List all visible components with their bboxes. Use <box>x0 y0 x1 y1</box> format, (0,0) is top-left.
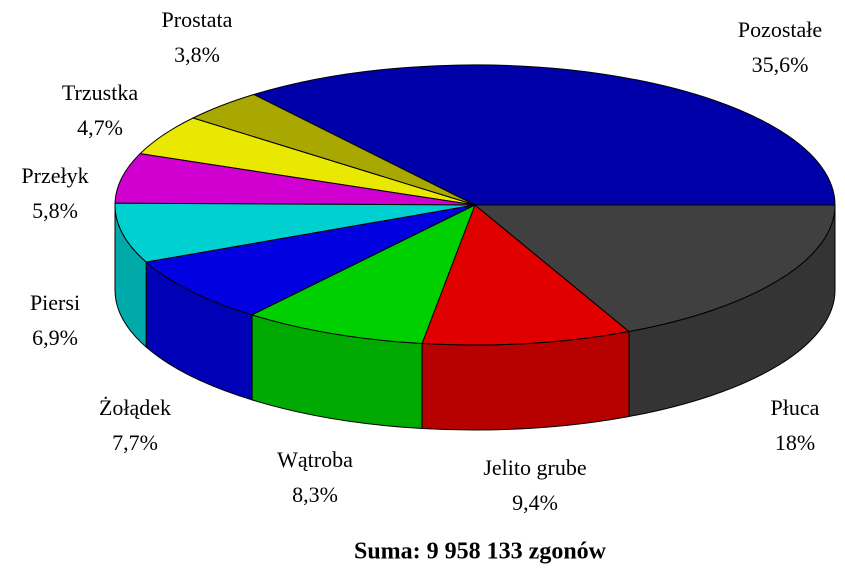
value-label: 6,9% <box>32 325 78 350</box>
slice <box>252 64 836 206</box>
value-label: 3,8% <box>174 42 220 67</box>
slice-label: Płuca <box>771 395 820 420</box>
slice-label: Jelito grube <box>483 455 586 480</box>
slice <box>473 204 836 333</box>
value-label: 18% <box>775 430 815 455</box>
pie-sides <box>114 204 836 431</box>
slice <box>114 153 476 206</box>
value-label: 4,7% <box>77 115 123 140</box>
slice <box>421 204 631 346</box>
value-label: 9,4% <box>512 490 558 515</box>
value-label: 8,3% <box>292 482 338 507</box>
slice <box>145 204 476 316</box>
slice-label: Przełyk <box>21 163 88 188</box>
slice-label: Trzustka <box>62 80 138 105</box>
chart-title: Suma: 9 958 133 zgonów <box>354 539 607 565</box>
slice <box>250 203 476 345</box>
slice-label: Pozostałe <box>738 17 822 42</box>
slice-label: Żołądek <box>99 395 171 420</box>
value-label: 5,8% <box>32 198 78 223</box>
value-label: 35,6% <box>752 52 809 77</box>
value-label: 7,7% <box>112 430 158 455</box>
pie-tops <box>114 64 836 346</box>
slice-label: Piersi <box>30 290 80 315</box>
side-shade <box>252 314 423 429</box>
slice-label: Wątroba <box>277 447 353 472</box>
slice <box>114 202 476 263</box>
slice-label: Prostata <box>162 7 233 32</box>
side-shade <box>146 262 253 400</box>
side-shade <box>629 205 835 417</box>
side-shade <box>422 331 629 431</box>
side-shade <box>115 205 147 348</box>
